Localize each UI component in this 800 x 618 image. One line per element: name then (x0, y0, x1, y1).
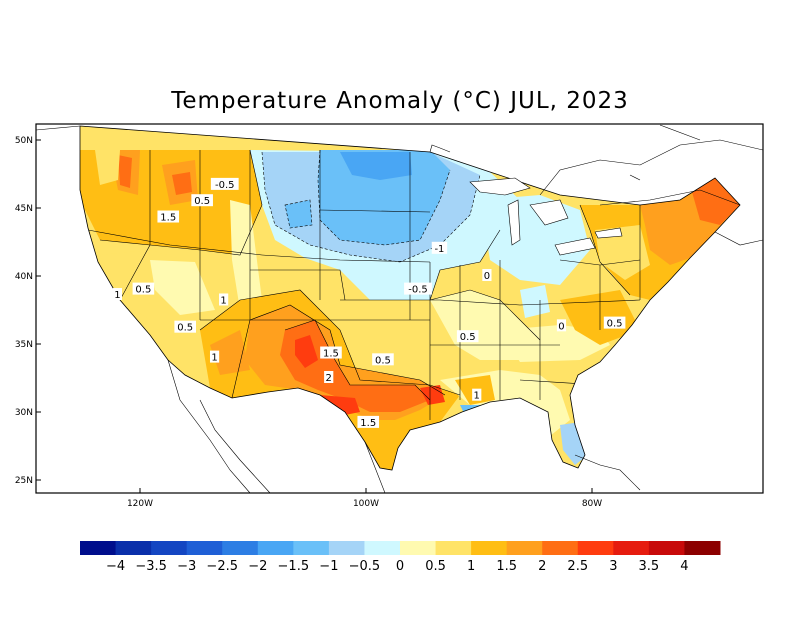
colorbar-label: −1.5 (278, 559, 310, 574)
colorbar-swatch (542, 541, 579, 555)
map-frame (35, 123, 764, 494)
contour-label-background (482, 269, 492, 281)
contour-label: 0.5 (194, 196, 210, 207)
neighbor-outlines (35, 124, 764, 494)
lat-tick-label: 35N (15, 340, 33, 350)
lat-tick-label: 45N (15, 204, 33, 214)
contour-label: 0.5 (135, 285, 151, 296)
latitude-axis: 50N 45N 40N 35N 30N 25N (15, 136, 41, 486)
lon-tick-label: 80W (582, 499, 602, 509)
colorbar-label: −4 (106, 559, 125, 574)
contour-label: -0.5 (408, 285, 428, 296)
colorbar-swatch (648, 541, 685, 555)
contour-label-background (324, 371, 334, 383)
contour-label-background (603, 316, 626, 329)
colorbar-swatch (257, 541, 294, 555)
colorbar-swatch (435, 541, 472, 555)
colorbar-swatch (684, 541, 721, 555)
colorbar-swatch (328, 541, 365, 555)
us-coastline (79, 125, 741, 471)
contour-label-background (372, 353, 394, 366)
colorbar: −4 −3.5 −3 −2.5 −2 −1.5 −1 −0.5 0 0.5 1 1.5 2 2.5 3 3.5… (80, 541, 721, 574)
contour-label: -0.5 (215, 180, 235, 191)
contour-label-background (112, 288, 122, 301)
contour-label-background (357, 415, 380, 428)
colorbar-label: 0.5 (425, 559, 446, 574)
contour-label: -1 (434, 244, 444, 255)
contour-label-background (556, 319, 567, 332)
colorbar-swatch (471, 541, 508, 555)
colorbar-label: 3 (609, 559, 617, 574)
negative-contours (261, 149, 481, 263)
colorbar-label: 3.5 (639, 559, 660, 574)
contour-labels: -0.5 0.5 1.5 -1 -0.5 0 1 0.5 1 0.5 1 1.5 0.5 0.5 0 0.5 2… (112, 177, 626, 429)
colorbar-label: −0.5 (349, 559, 381, 574)
contour-label-background (210, 177, 239, 190)
contour-label: 0.5 (375, 355, 391, 366)
contour-label: 0.5 (460, 332, 476, 343)
contour-label-background (174, 320, 196, 333)
lat-tick-label: 50N (15, 136, 33, 146)
lon-tick-label: 100W (353, 499, 379, 509)
contour-label: 1.5 (160, 213, 176, 224)
colorbar-swatch (186, 541, 223, 555)
colorbar-label: 1.5 (496, 559, 517, 574)
contour-label: 2 (326, 373, 332, 384)
colorbar-swatch (506, 541, 543, 555)
colorbar-swatch (222, 541, 259, 555)
contour-label: 1.5 (360, 418, 376, 429)
colorbar-label: 2.5 (567, 559, 588, 574)
lat-tick-label: 30N (15, 408, 33, 418)
colorbar-label: 4 (680, 559, 688, 574)
colorbar-label: −3.5 (135, 559, 167, 574)
colorbar-swatch (80, 541, 117, 555)
contour-label: 0.5 (607, 319, 623, 330)
colorbar-swatch (364, 541, 401, 555)
colorbar-label: −1 (319, 559, 338, 574)
colorbar-label: −2.5 (206, 559, 238, 574)
contour-label: 1 (474, 391, 480, 402)
contour-label: 0 (484, 271, 490, 282)
contour-label-background (404, 282, 432, 295)
colorbar-swatch (293, 541, 330, 555)
contour-label: 1 (211, 353, 217, 364)
contour-label-background (431, 241, 448, 254)
contour-label-background (132, 282, 155, 295)
colorbar-label: 1 (467, 559, 475, 574)
colorbar-swatch (151, 541, 188, 555)
contour-label-background (456, 330, 479, 343)
lat-tick-label: 25N (15, 476, 33, 486)
great-lakes (469, 177, 623, 256)
lon-tick-label: 120W (127, 499, 153, 509)
contour-label-background (320, 346, 342, 359)
colorbar-label: 2 (538, 559, 546, 574)
colorbar-swatch (613, 541, 650, 555)
map-title: Temperature Anomaly (°C) JUL, 2023 (171, 88, 629, 114)
state-boundaries (87, 150, 641, 420)
contour-label-background (191, 194, 213, 207)
colorbar-label: 0 (396, 559, 404, 574)
contour-label: 1 (220, 295, 226, 306)
contour-label: 0.5 (177, 323, 193, 334)
colorbar-label: −3 (177, 559, 196, 574)
contour-label-background (157, 210, 180, 223)
contour-label: 0 (558, 321, 564, 332)
contour-label: 1.5 (323, 349, 339, 360)
colorbar-swatch (577, 541, 614, 555)
longitude-axis: 120W 100W 80W (127, 488, 602, 509)
colorbar-swatch (400, 541, 437, 555)
contour-label-background (219, 293, 229, 306)
contour-label: 1 (114, 290, 120, 301)
colorbar-label: −2 (248, 559, 267, 574)
contour-label-background (209, 350, 220, 363)
positive-contours (99, 149, 631, 401)
contour-label-background (472, 388, 482, 401)
lat-tick-label: 40N (15, 272, 33, 282)
colorbar-swatch (115, 541, 152, 555)
